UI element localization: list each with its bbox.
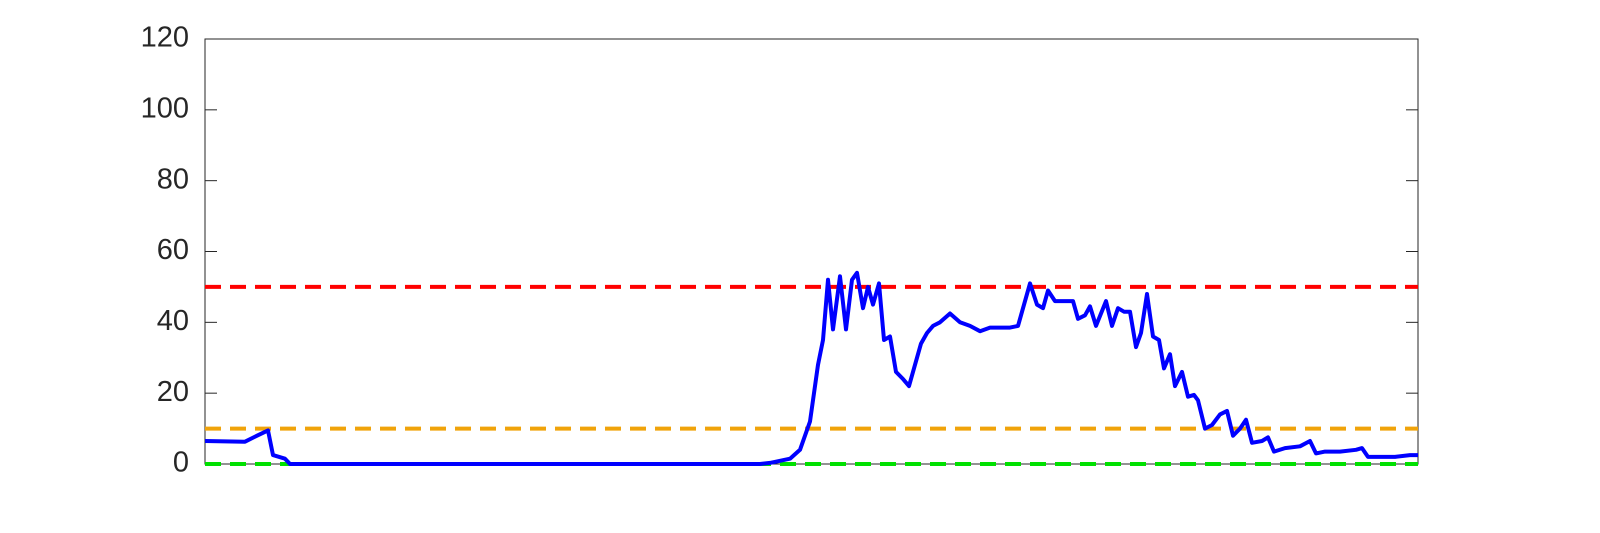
y-tick-label: 100 <box>141 92 189 124</box>
y-tick-label: 40 <box>157 305 189 337</box>
y-tick-label: 60 <box>157 234 189 266</box>
y-tick-label: 80 <box>157 163 189 195</box>
y-tick-label: 120 <box>141 22 189 54</box>
y-tick-label: 0 <box>173 447 189 479</box>
data-line <box>204 270 1418 466</box>
y-tick-label: 20 <box>157 376 189 408</box>
plot-box <box>204 38 1419 465</box>
